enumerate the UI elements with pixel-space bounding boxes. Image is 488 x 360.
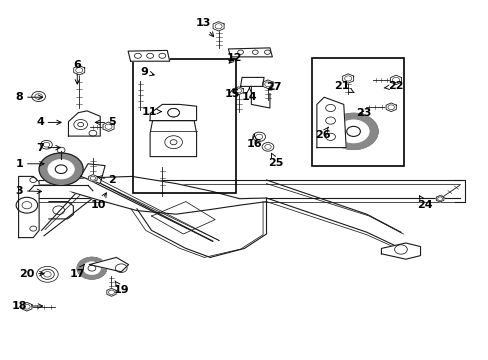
- Text: 6: 6: [73, 60, 81, 84]
- Bar: [133, 59, 235, 193]
- Text: 17: 17: [69, 265, 85, 279]
- Polygon shape: [342, 74, 353, 83]
- Text: 23: 23: [356, 108, 371, 118]
- Polygon shape: [74, 66, 84, 75]
- Polygon shape: [233, 87, 243, 95]
- Circle shape: [83, 262, 101, 275]
- Polygon shape: [150, 104, 196, 121]
- Polygon shape: [240, 77, 264, 86]
- Text: 8: 8: [16, 92, 42, 102]
- Polygon shape: [151, 202, 215, 234]
- Polygon shape: [228, 48, 272, 57]
- Polygon shape: [19, 176, 39, 238]
- Text: 7: 7: [36, 143, 60, 153]
- Text: 27: 27: [265, 82, 281, 92]
- Wedge shape: [77, 257, 106, 279]
- Circle shape: [337, 120, 368, 143]
- Polygon shape: [381, 243, 420, 259]
- Text: 5: 5: [95, 117, 116, 127]
- Circle shape: [252, 132, 265, 141]
- Polygon shape: [435, 195, 443, 202]
- Polygon shape: [386, 103, 395, 112]
- Polygon shape: [81, 164, 105, 184]
- Text: 4: 4: [36, 117, 61, 127]
- Polygon shape: [106, 288, 116, 296]
- Circle shape: [48, 159, 74, 179]
- Polygon shape: [103, 122, 114, 131]
- Text: 13: 13: [195, 18, 213, 37]
- Text: 26: 26: [314, 127, 330, 140]
- Polygon shape: [263, 80, 272, 89]
- Polygon shape: [390, 75, 401, 85]
- Text: 14: 14: [241, 88, 257, 102]
- Wedge shape: [39, 153, 83, 185]
- Polygon shape: [213, 22, 224, 31]
- Circle shape: [262, 143, 273, 151]
- Text: 19: 19: [113, 281, 129, 295]
- Text: 2: 2: [98, 175, 116, 185]
- Text: 22: 22: [384, 81, 403, 91]
- Text: 10: 10: [91, 193, 106, 210]
- Text: 12: 12: [226, 53, 242, 63]
- Text: 15: 15: [224, 89, 240, 99]
- Text: 25: 25: [268, 153, 284, 168]
- Text: 3: 3: [16, 186, 41, 196]
- Circle shape: [41, 269, 54, 279]
- Text: 11: 11: [141, 107, 161, 117]
- Text: 1: 1: [16, 159, 44, 169]
- Polygon shape: [89, 257, 128, 272]
- Polygon shape: [316, 97, 346, 148]
- Wedge shape: [328, 113, 377, 149]
- Text: 18: 18: [12, 301, 42, 311]
- Polygon shape: [88, 175, 97, 182]
- Polygon shape: [128, 50, 169, 61]
- Polygon shape: [54, 176, 266, 214]
- Text: 24: 24: [417, 196, 432, 210]
- Polygon shape: [29, 185, 93, 191]
- Polygon shape: [22, 302, 32, 311]
- Circle shape: [32, 91, 45, 102]
- Text: 9: 9: [140, 67, 154, 77]
- Text: 16: 16: [246, 135, 262, 149]
- Polygon shape: [68, 111, 100, 136]
- Text: 20: 20: [19, 269, 44, 279]
- Text: 21: 21: [334, 81, 353, 93]
- Circle shape: [41, 140, 52, 149]
- Bar: [311, 58, 403, 166]
- Polygon shape: [150, 121, 196, 157]
